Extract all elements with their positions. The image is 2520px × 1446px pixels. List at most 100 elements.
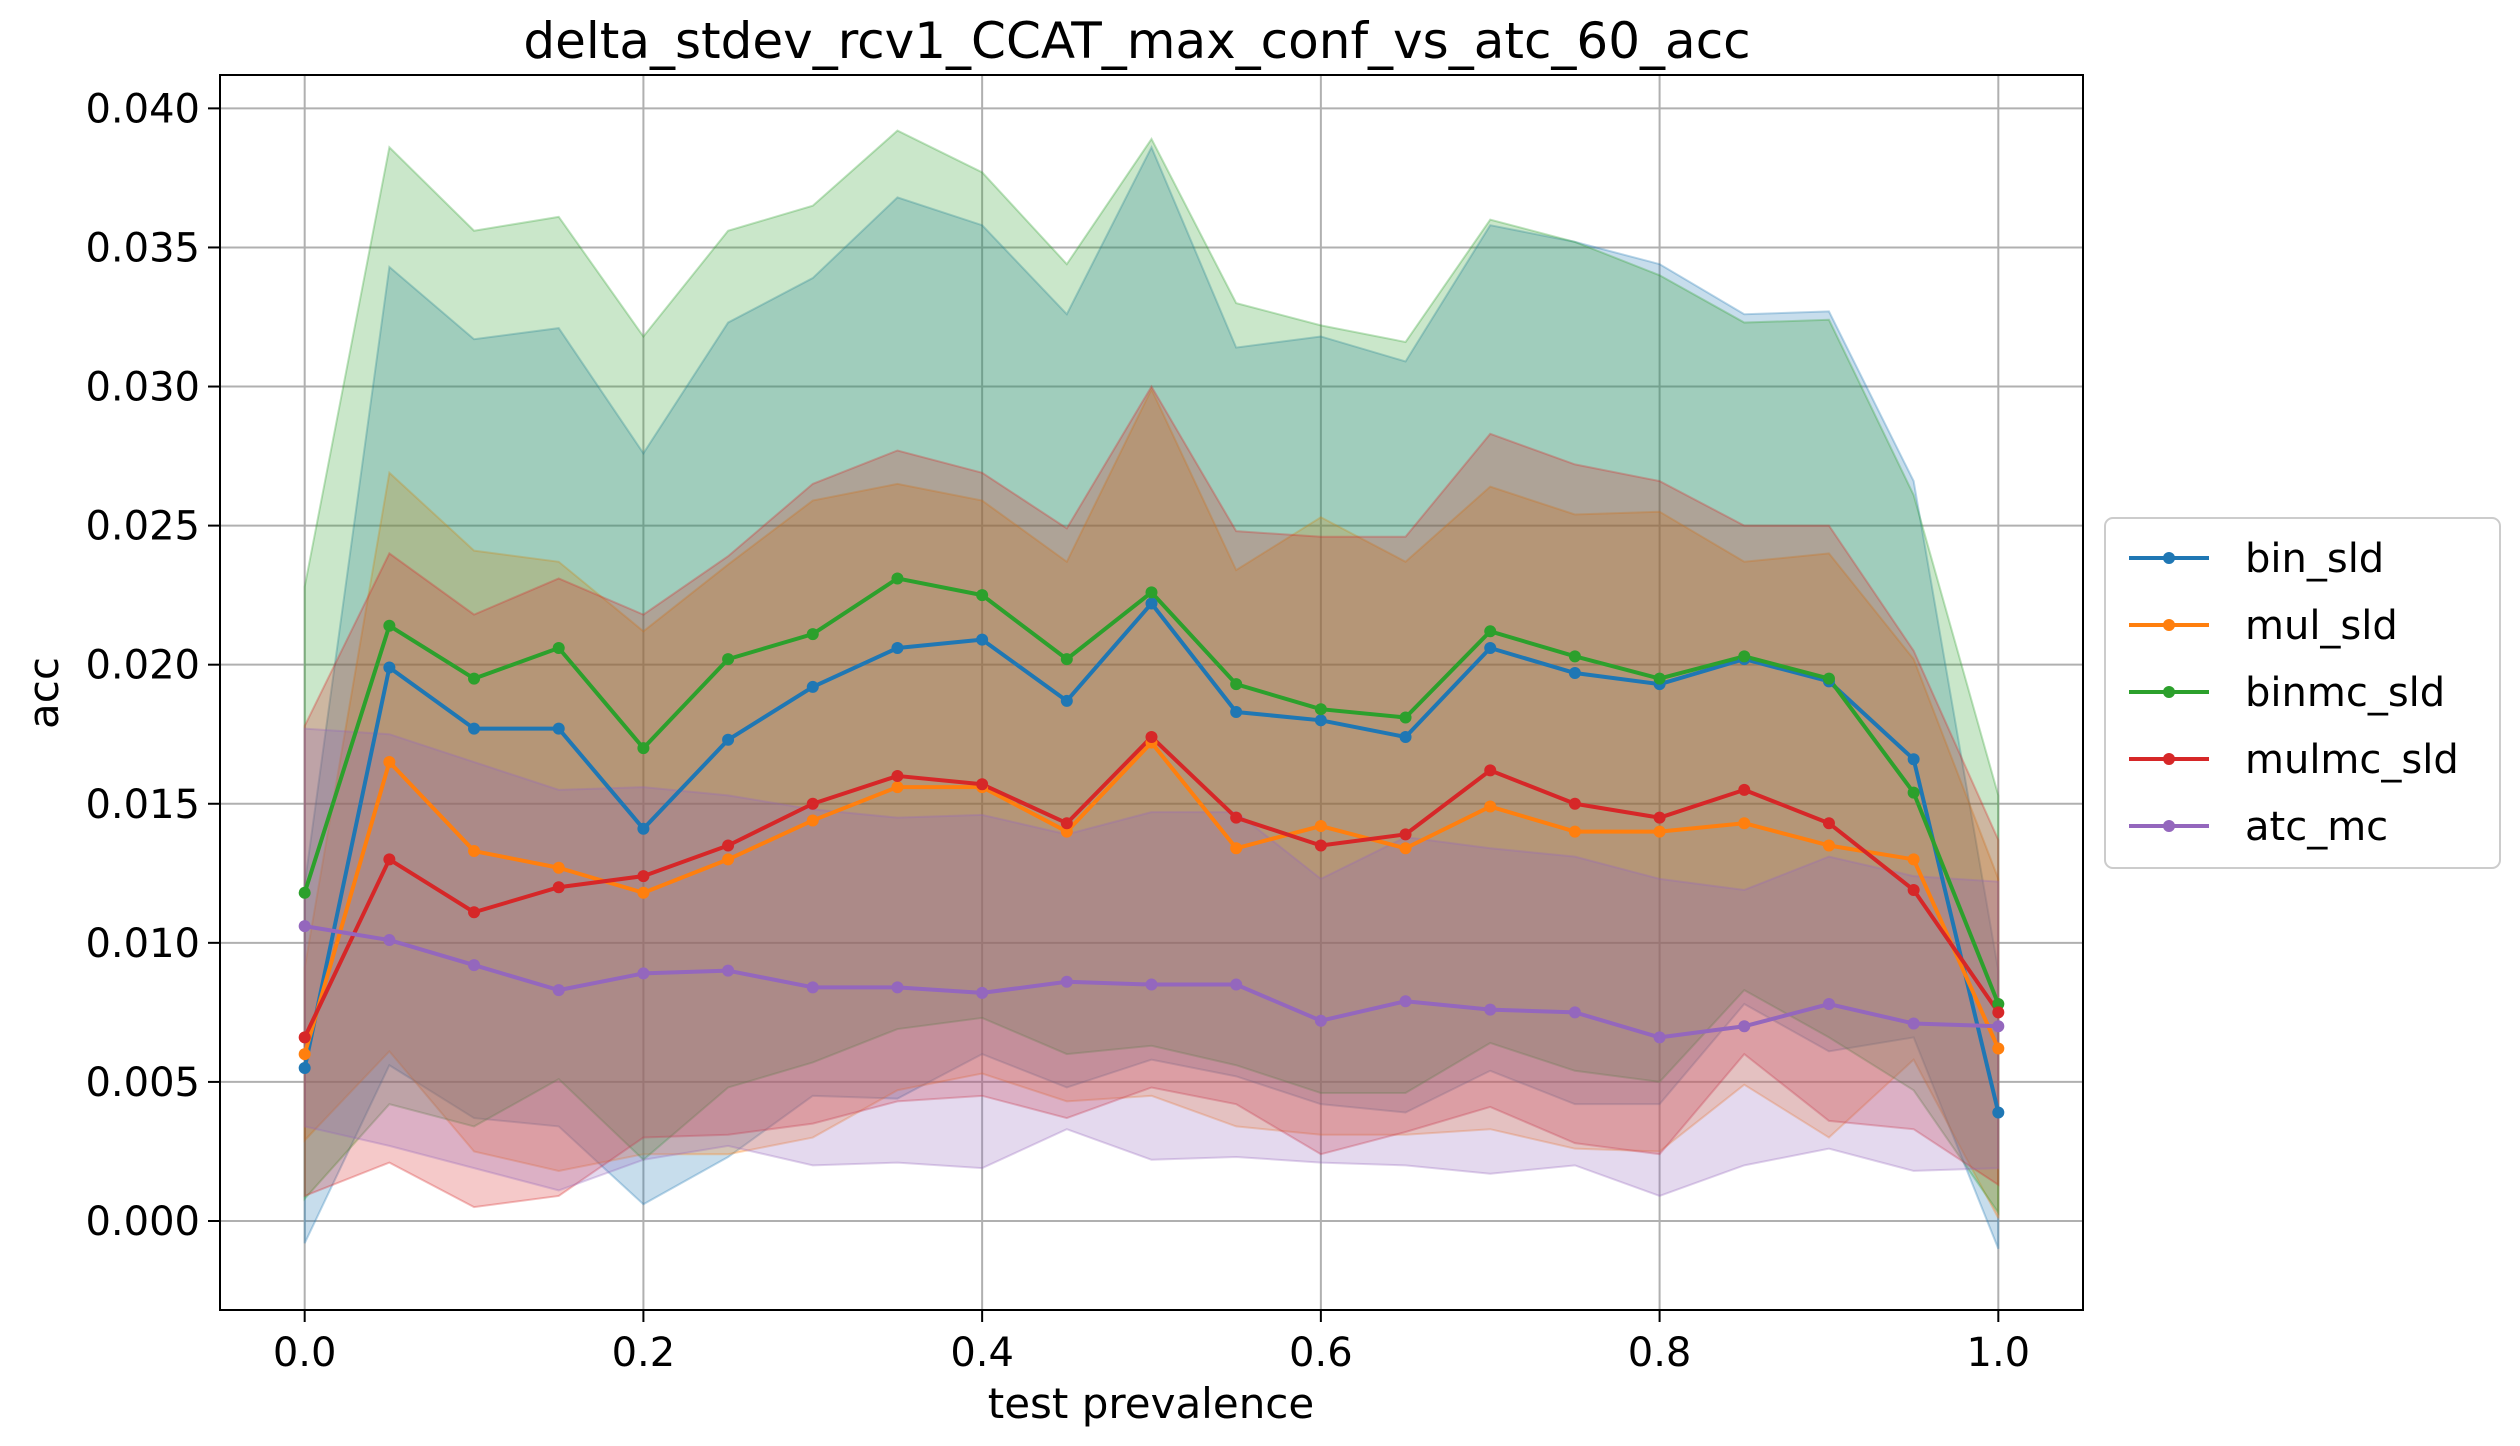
y-axis-ticks: 0.000 0.005 0.010 0.015 0.020 0.025 0.030 0.035… bbox=[85, 86, 220, 1245]
x-tick-label: 0.6 bbox=[1289, 1330, 1353, 1376]
bin_sld-point bbox=[976, 633, 989, 646]
mul_sld-point bbox=[1822, 839, 1835, 852]
std-bands bbox=[303, 129, 2000, 1250]
atc_mc-point bbox=[468, 959, 481, 972]
atc_mc-point bbox=[1738, 1020, 1751, 1033]
binmc_sld-point bbox=[1653, 672, 1666, 685]
grid bbox=[220, 75, 2083, 1310]
bin_sld-point bbox=[468, 722, 481, 735]
y-tick-label: 0.010 bbox=[85, 921, 200, 967]
mul_sld-point bbox=[722, 853, 735, 866]
x-axis-label: test prevalence bbox=[988, 1379, 1315, 1428]
mulmc_sld-point bbox=[1568, 797, 1581, 810]
atc_mc-point bbox=[806, 981, 819, 994]
bin_sld-legend-label: bin_sld bbox=[2245, 536, 2384, 582]
x-tick-label: 0.0 bbox=[273, 1330, 337, 1376]
mul_sld-point bbox=[1230, 842, 1243, 855]
mulmc_sld-point bbox=[1992, 1006, 2005, 1019]
mulmc_sld-point bbox=[1314, 839, 1327, 852]
mulmc_sld-point bbox=[806, 797, 819, 810]
y-tick-label: 0.035 bbox=[85, 225, 200, 271]
series-points bbox=[298, 572, 2005, 1119]
bin_sld-point bbox=[298, 1062, 311, 1075]
y-tick-label: 0.020 bbox=[85, 643, 200, 689]
binmc_sld-point bbox=[298, 886, 311, 899]
atc_mc-point bbox=[1907, 1017, 1920, 1030]
mul_sld-point bbox=[806, 814, 819, 827]
x-tick-label: 0.2 bbox=[612, 1330, 676, 1376]
atc_mc-point bbox=[1314, 1014, 1327, 1027]
mul_sld-point bbox=[1484, 800, 1497, 813]
atc_mc-point bbox=[1399, 995, 1412, 1008]
mul_sld-point bbox=[468, 845, 481, 858]
atc_mc-point bbox=[1992, 1020, 2005, 1033]
binmc_sld-point bbox=[806, 628, 819, 641]
mulmc_sld-point bbox=[1738, 783, 1751, 796]
atc_mc-legend-label: atc_mc bbox=[2245, 804, 2388, 850]
mul_sld-legend-label: mul_sld bbox=[2245, 603, 2398, 649]
bin_sld-point bbox=[1145, 597, 1158, 610]
binmc_sld-legend-label: binmc_sld bbox=[2245, 670, 2445, 716]
binmc_sld-point bbox=[1568, 650, 1581, 663]
x-tick-label: 1.0 bbox=[1967, 1330, 2031, 1376]
mul_sld-point bbox=[552, 861, 565, 874]
binmc_sld-point bbox=[1822, 672, 1835, 685]
binmc_sld-std-band bbox=[303, 129, 2000, 1216]
bin_sld-point bbox=[1907, 753, 1920, 766]
binmc_sld-point bbox=[383, 619, 396, 632]
chart-title: delta_stdev_rcv1_CCAT_max_conf_vs_atc_60… bbox=[523, 12, 1750, 70]
y-axis-label: acc bbox=[19, 657, 68, 729]
binmc_sld-point bbox=[1314, 703, 1327, 716]
plot-frame bbox=[219, 74, 2084, 1311]
x-tick-label: 0.8 bbox=[1628, 1330, 1692, 1376]
mul_sld-point bbox=[891, 781, 904, 794]
mul_sld-point bbox=[1399, 842, 1412, 855]
atc_mc-point bbox=[1145, 978, 1158, 991]
atc_mc-point bbox=[1230, 978, 1243, 991]
mul_sld-point bbox=[1992, 1042, 2005, 1055]
atc_mc-point bbox=[1568, 1006, 1581, 1019]
binmc_sld-point bbox=[1145, 586, 1158, 599]
atc_mc-point bbox=[1060, 975, 1073, 988]
bin_sld-point bbox=[552, 722, 565, 735]
mulmc_sld-point bbox=[891, 769, 904, 782]
mul_sld-point bbox=[1653, 825, 1666, 838]
binmc_sld-point bbox=[637, 742, 650, 755]
bin_sld-legend-marker bbox=[2163, 552, 2175, 564]
atc_mc-point bbox=[976, 986, 989, 999]
mul_sld-point bbox=[383, 756, 396, 769]
bin_sld-point bbox=[1399, 731, 1412, 744]
atc_mc-point bbox=[1484, 1003, 1497, 1016]
y-tick-label: 0.025 bbox=[85, 504, 200, 550]
mulmc_sld-point bbox=[552, 881, 565, 894]
binmc_sld-point bbox=[976, 589, 989, 602]
binmc_sld-legend-marker bbox=[2163, 686, 2175, 698]
mulmc_sld-point bbox=[722, 839, 735, 852]
y-tick-label: 0.040 bbox=[85, 86, 200, 132]
atc_mc-point bbox=[552, 984, 565, 997]
mul_sld-point bbox=[1314, 820, 1327, 833]
mulmc_sld-point bbox=[1230, 811, 1243, 824]
atc_mc-point bbox=[298, 920, 311, 933]
mulmc_sld-point bbox=[976, 778, 989, 791]
mulmc_sld-legend-label: mulmc_sld bbox=[2245, 737, 2459, 783]
mul_sld-point bbox=[1568, 825, 1581, 838]
bin_sld-point bbox=[1230, 705, 1243, 718]
mul_sld-legend-marker bbox=[2163, 619, 2175, 631]
plot-area bbox=[220, 75, 2083, 1310]
binmc_sld-point bbox=[1399, 711, 1412, 724]
binmc_sld-point bbox=[722, 653, 735, 666]
binmc_sld-point bbox=[1060, 653, 1073, 666]
mulmc_sld-point bbox=[1145, 731, 1158, 744]
y-tick-label: 0.005 bbox=[85, 1060, 200, 1106]
legend-frame bbox=[2104, 517, 2501, 869]
atc_mc-point bbox=[1822, 998, 1835, 1011]
bin_sld-point bbox=[1314, 714, 1327, 727]
atc_mc-point bbox=[383, 934, 396, 947]
bin_sld-point bbox=[1992, 1106, 2005, 1119]
mulmc_sld-point bbox=[1484, 764, 1497, 777]
x-axis-ticks: 0.0 0.2 0.4 0.6 0.8 1.0 bbox=[273, 1310, 2030, 1376]
bin_sld-point bbox=[1060, 694, 1073, 707]
atc_mc-point bbox=[1653, 1031, 1666, 1044]
mulmc_sld-legend-marker bbox=[2163, 753, 2175, 765]
